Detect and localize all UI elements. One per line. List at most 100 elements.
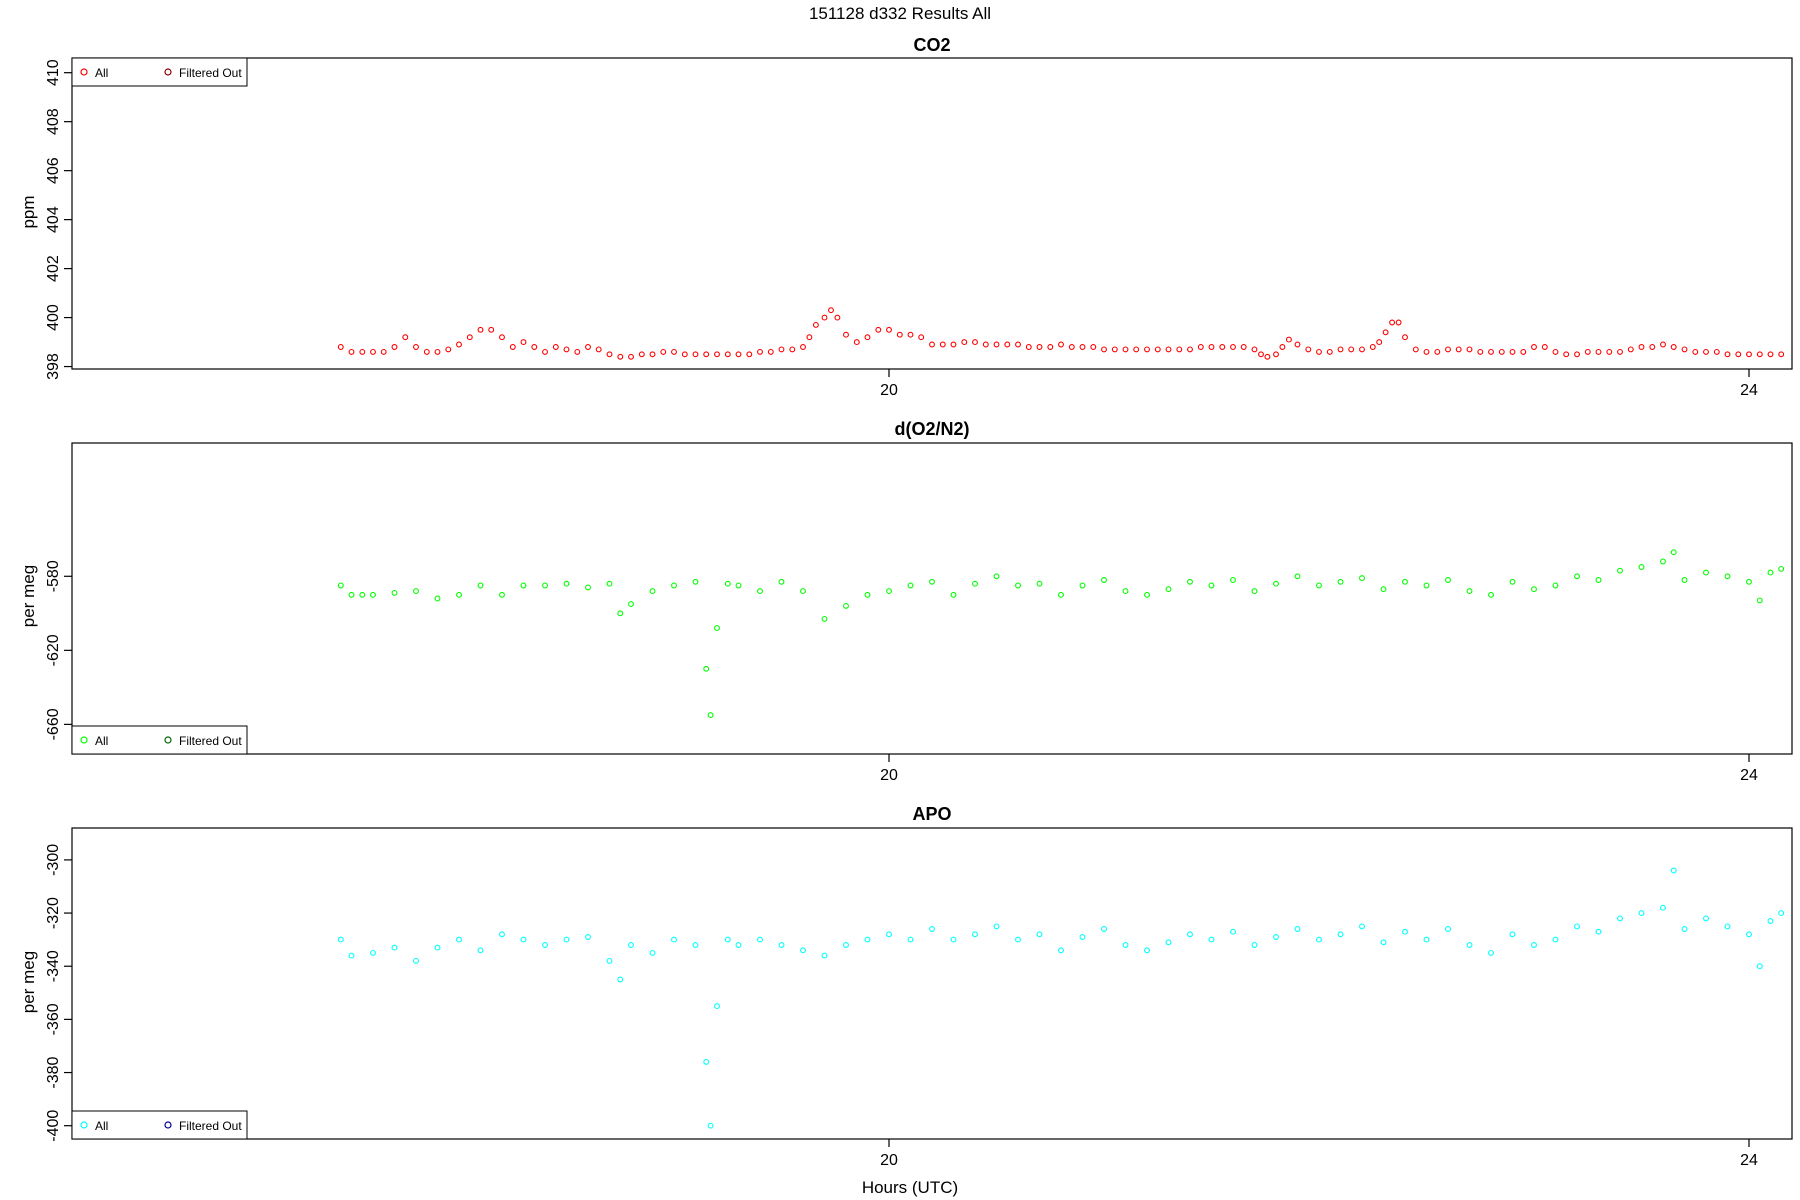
data-point — [477, 947, 484, 954]
data-points — [337, 867, 1785, 1129]
panel-apo: APO per meg 20 24 -300 -320 -340 -360 -380 -400… — [19, 804, 1793, 1169]
data-point — [1660, 558, 1666, 565]
data-point — [1595, 577, 1602, 583]
y-tick-label: -620 — [45, 634, 62, 666]
data-point — [1165, 586, 1172, 593]
data-point — [724, 580, 731, 587]
data-point — [1509, 578, 1516, 585]
data-point — [1746, 578, 1752, 585]
data-point — [1359, 346, 1365, 353]
data-point — [477, 582, 484, 589]
y-tick-label: 410 — [45, 59, 62, 86]
data-point — [606, 351, 613, 358]
data-point — [1359, 923, 1365, 930]
legend-marker-filtered — [164, 736, 172, 744]
data-point — [1445, 926, 1451, 932]
data-point — [929, 926, 935, 932]
data-point — [1208, 344, 1215, 350]
data-point — [864, 591, 871, 598]
data-point — [1036, 931, 1043, 938]
data-point — [972, 931, 978, 938]
data-point — [1746, 931, 1752, 938]
data-point — [961, 339, 968, 346]
data-point — [434, 944, 441, 951]
data-point — [1273, 351, 1279, 358]
data-point — [1025, 344, 1032, 350]
data-point — [1638, 910, 1645, 917]
data-point — [456, 591, 462, 598]
data-point — [1509, 931, 1516, 938]
data-point — [681, 351, 688, 358]
data-point — [1133, 346, 1140, 353]
data-point — [886, 931, 892, 938]
y-tick-label: 400 — [45, 304, 62, 331]
panel-title: APO — [912, 804, 951, 824]
y-axis-label: ppm — [19, 195, 38, 228]
data-point — [789, 346, 796, 353]
data-point — [1617, 348, 1623, 355]
data-point — [1509, 348, 1516, 355]
data-point — [1627, 346, 1634, 353]
panel-o2n2: d(O2/N2) per meg 20 24 -580 -620 -660 All Fi… — [19, 419, 1793, 784]
data-point — [1692, 348, 1699, 355]
data-point — [1531, 942, 1537, 948]
data-point — [1122, 588, 1129, 595]
y-tick-label: -580 — [45, 560, 62, 592]
figure-title: 151128 d332 Results All — [809, 4, 991, 23]
data-point — [692, 942, 699, 948]
data-point — [456, 341, 462, 348]
data-point — [423, 348, 430, 355]
data-point — [413, 344, 419, 350]
data-point — [1445, 577, 1451, 583]
axis-ticks: 20 24 -300 -320 -340 -360 -380 -400 — [45, 844, 1758, 1169]
data-point — [875, 326, 882, 333]
data-point — [671, 582, 677, 589]
data-point — [1466, 346, 1473, 353]
data-point — [671, 348, 677, 355]
y-tick-label: 408 — [45, 108, 62, 135]
y-tick-label: -400 — [45, 1110, 62, 1142]
data-point — [542, 348, 548, 355]
data-point — [1402, 578, 1408, 585]
data-point — [800, 588, 806, 595]
legend-marker-all — [80, 68, 88, 76]
data-point — [778, 578, 785, 585]
x-tick-label: 20 — [880, 767, 898, 784]
data-point — [1756, 597, 1763, 604]
data-point — [1552, 582, 1559, 589]
data-point — [520, 936, 527, 943]
data-point — [1423, 582, 1430, 589]
data-point — [1434, 348, 1441, 355]
data-point — [1294, 573, 1301, 580]
data-point — [735, 582, 742, 589]
data-point — [1402, 928, 1408, 935]
data-point — [1144, 346, 1150, 353]
data-point — [1531, 344, 1537, 350]
panel-title: CO2 — [913, 35, 950, 55]
data-point — [337, 344, 344, 350]
data-point — [1660, 904, 1666, 911]
data-point — [1681, 926, 1688, 932]
data-point — [1047, 344, 1054, 350]
data-point — [649, 949, 656, 956]
data-point — [1285, 336, 1292, 343]
data-point — [1015, 582, 1021, 589]
data-point — [1778, 351, 1785, 358]
y-axis-label: per meg — [19, 951, 38, 1013]
data-point — [746, 351, 753, 358]
y-tick-label: -340 — [45, 950, 62, 982]
data-point — [939, 341, 946, 348]
data-point — [1767, 918, 1774, 924]
data-point — [1660, 341, 1666, 348]
data-point — [1445, 346, 1451, 353]
data-point — [950, 341, 957, 348]
panel-title: d(O2/N2) — [894, 419, 969, 439]
data-point — [692, 578, 699, 585]
legend-label-filtered: Filtered Out — [179, 734, 242, 748]
data-point — [1068, 344, 1075, 350]
data-point — [1187, 346, 1193, 353]
data-point — [929, 341, 935, 348]
data-point — [707, 1122, 714, 1129]
data-point — [370, 348, 376, 355]
data-point — [1778, 565, 1785, 572]
